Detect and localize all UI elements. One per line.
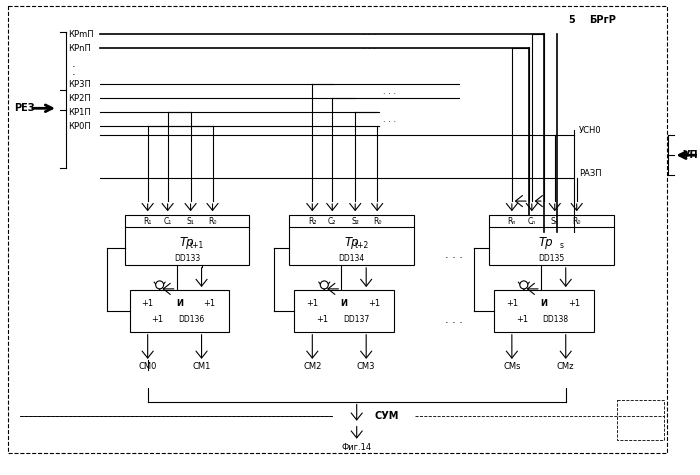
- Text: РАЗП: РАЗП: [579, 169, 601, 178]
- Text: . . .: . . .: [445, 315, 463, 325]
- Text: . . .: . . .: [383, 115, 395, 124]
- Text: +1: +1: [204, 299, 216, 308]
- Text: R₁: R₁: [144, 217, 152, 226]
- Text: УП: УП: [682, 150, 698, 160]
- Text: КР1П: КР1П: [68, 108, 90, 117]
- Text: КРmП: КРmП: [68, 30, 94, 39]
- Text: Тр: Тр: [539, 237, 554, 249]
- Text: C₁: C₁: [164, 217, 172, 226]
- Text: t+1: t+1: [190, 241, 204, 250]
- Text: R₀: R₀: [373, 217, 382, 226]
- Text: CM2: CM2: [303, 362, 321, 371]
- Text: +1: +1: [506, 299, 518, 308]
- Circle shape: [155, 281, 164, 289]
- Text: УСН0: УСН0: [579, 126, 601, 135]
- Circle shape: [520, 281, 528, 289]
- Text: Cₙ: Cₙ: [528, 217, 536, 226]
- Text: t+2: t+2: [355, 241, 369, 250]
- Text: DD133: DD133: [174, 255, 200, 264]
- Text: . . .: . . .: [363, 42, 376, 51]
- Text: 5: 5: [568, 16, 575, 26]
- Text: CM1: CM1: [193, 362, 211, 371]
- Text: И: И: [540, 299, 547, 308]
- Text: Тр: Тр: [344, 237, 359, 249]
- Text: S₂: S₂: [351, 217, 359, 226]
- Text: КР3П: КР3П: [68, 80, 91, 89]
- Text: . . .: . . .: [363, 28, 376, 37]
- Text: . . .: . . .: [445, 250, 463, 260]
- Text: .: .: [72, 67, 76, 77]
- Text: CM3: CM3: [357, 362, 375, 371]
- Text: CMz: CMz: [557, 362, 575, 371]
- Text: S₁: S₁: [187, 217, 195, 226]
- Text: R₀: R₀: [573, 217, 581, 226]
- Text: s: s: [559, 241, 564, 250]
- Text: Фиг.14: Фиг.14: [342, 443, 372, 452]
- Text: +1: +1: [368, 299, 380, 308]
- Text: R₀: R₀: [209, 217, 217, 226]
- Text: R₂: R₂: [308, 217, 316, 226]
- Text: Sₙ: Sₙ: [551, 217, 559, 226]
- Text: +1: +1: [568, 299, 580, 308]
- Text: CMs: CMs: [503, 362, 521, 371]
- Text: DD136: DD136: [178, 315, 204, 324]
- Text: И: И: [341, 299, 348, 308]
- Text: DD134: DD134: [339, 255, 365, 264]
- Text: КРnП: КРnП: [68, 44, 91, 53]
- Text: +1: +1: [306, 299, 318, 308]
- Text: Rₙ: Rₙ: [508, 217, 516, 226]
- Text: БРгР: БРгР: [589, 16, 615, 26]
- Text: КР2П: КР2П: [68, 94, 90, 103]
- Text: +1: +1: [316, 315, 328, 324]
- Text: DD135: DD135: [538, 255, 564, 264]
- Text: И: И: [176, 299, 183, 308]
- Text: +1: +1: [152, 315, 164, 324]
- Text: Тр: Тр: [180, 237, 195, 249]
- Text: C₂: C₂: [328, 217, 337, 226]
- Text: . . .: . . .: [383, 87, 395, 96]
- Text: СУМ: СУМ: [374, 410, 399, 420]
- Text: +1: +1: [516, 315, 528, 324]
- Text: РЕЗ: РЕЗ: [14, 103, 34, 114]
- Text: DD137: DD137: [343, 315, 370, 324]
- Text: DD138: DD138: [542, 315, 569, 324]
- Text: КР0П: КР0П: [68, 122, 90, 131]
- Circle shape: [321, 281, 328, 289]
- Text: CM0: CM0: [139, 362, 157, 371]
- Text: .: .: [72, 59, 76, 69]
- Text: +1: +1: [141, 299, 154, 308]
